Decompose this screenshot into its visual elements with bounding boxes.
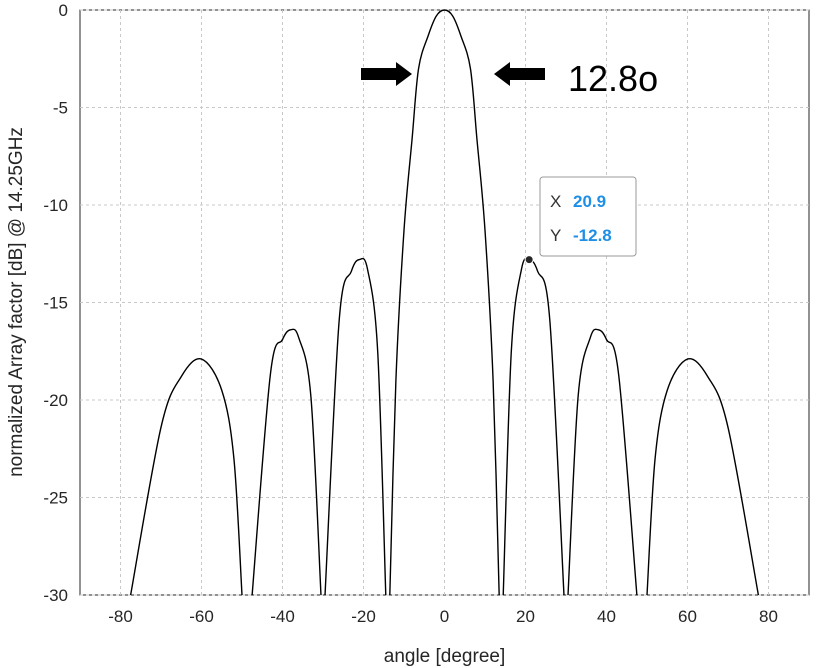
- tick-labels: -80 -60 -40 -20 0 20 40 60 80 0 -5 -10 -15 -20 -25 -30: [43, 1, 778, 626]
- right-pointing-arrow: [361, 62, 412, 86]
- lobe-curve: [646, 357, 760, 596]
- x-tick-label: 20: [516, 607, 535, 626]
- x-tick-label: -40: [270, 607, 295, 626]
- datatip-y-value: -12.8: [573, 226, 612, 245]
- x-tick-label: 0: [440, 607, 449, 626]
- y-tick-label: 0: [59, 1, 68, 20]
- x-tick-label: 60: [678, 607, 697, 626]
- datatip-box: [539, 176, 637, 257]
- x-tick-label: -60: [189, 607, 214, 626]
- y-tick-label: -20: [43, 391, 68, 410]
- datatip[interactable]: X 20.9 Y -12.8: [539, 176, 637, 257]
- y-tick-label: -10: [43, 196, 68, 215]
- x-tick-label: -80: [108, 607, 133, 626]
- x-tick-label: -20: [351, 607, 376, 626]
- x-tick-label: 80: [759, 607, 778, 626]
- datatip-y-key: Y: [550, 226, 561, 245]
- datatip-x-key: X: [550, 192, 561, 211]
- y-axis-label: normalized Array factor [dB] @ 14.25GHz: [6, 127, 27, 477]
- curve-layer: [129, 9, 760, 596]
- y-tick-label: -25: [43, 489, 68, 508]
- grid: [80, 9, 809, 596]
- lobe-curve: [389, 9, 500, 596]
- datatip-marker: [524, 255, 534, 265]
- x-axis-label: angle [degree]: [384, 646, 506, 667]
- y-tick-label: -5: [53, 99, 68, 118]
- beamwidth-arrows: [361, 62, 545, 86]
- lobe-curve: [129, 357, 243, 596]
- y-tick-label: -30: [43, 586, 68, 605]
- lobe-curve: [567, 328, 638, 596]
- lobe-curve: [324, 257, 387, 596]
- datatip-x-value: 20.9: [573, 192, 606, 211]
- left-pointing-arrow: [494, 62, 545, 86]
- lobe-curve: [251, 328, 322, 596]
- y-tick-label: -15: [43, 294, 68, 313]
- x-tick-label: 40: [597, 607, 616, 626]
- beamwidth-label: 12.8o: [568, 58, 658, 99]
